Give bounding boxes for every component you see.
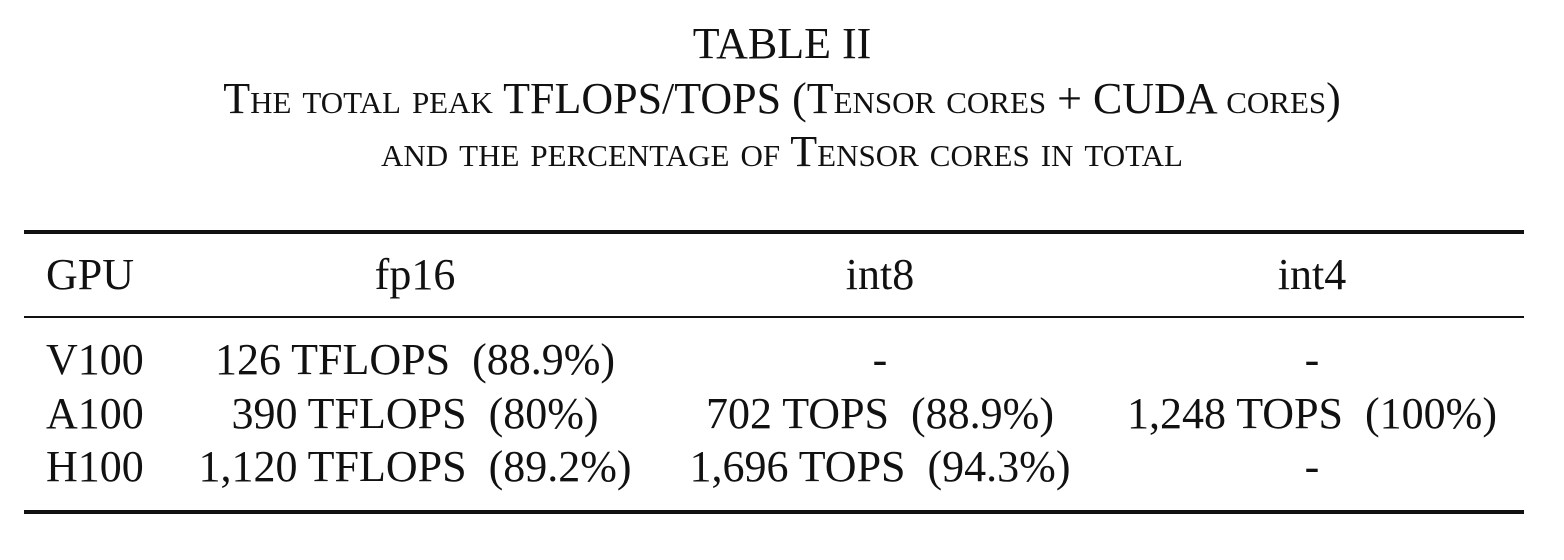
header-fp16: fp16	[374, 250, 456, 299]
cell-gpu: V100	[46, 335, 144, 384]
cell-int4: 1,248 TOPS (100%)	[1127, 389, 1497, 438]
header-int4: int4	[1277, 250, 1347, 299]
bottom-rule	[24, 510, 1524, 514]
cell-fp16: 126 TFLOPS (88.9%)	[214, 335, 616, 384]
cell-gpu: A100	[46, 389, 144, 438]
cell-gpu: H100	[46, 442, 144, 491]
cell-int8: -	[872, 335, 888, 384]
caption-title-line-2: and the percentage of Tensor cores in to…	[381, 127, 1183, 176]
table-label: TABLE II	[692, 19, 872, 68]
header-int8: int8	[845, 250, 915, 299]
header-rule	[24, 316, 1524, 318]
header-gpu: GPU	[46, 250, 135, 299]
cell-fp16: 390 TFLOPS (80%)	[231, 389, 599, 438]
caption-title-line-1: The total peak TFLOPS/TOPS (Tensor cores…	[223, 74, 1341, 123]
cell-int4: -	[1304, 335, 1320, 384]
cell-int8: 1,696 TOPS (94.3%)	[689, 442, 1071, 491]
cell-int8: 702 TOPS (88.9%)	[706, 389, 1054, 438]
cell-int4: -	[1304, 442, 1320, 491]
top-rule	[24, 230, 1524, 234]
cell-fp16: 1,120 TFLOPS (89.2%)	[198, 442, 632, 491]
